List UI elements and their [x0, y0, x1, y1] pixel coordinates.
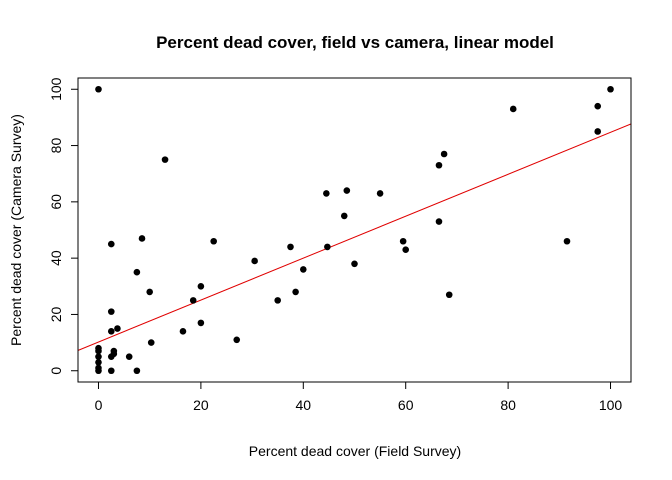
data-point: [435, 218, 443, 225]
data-point: [107, 328, 115, 335]
data-point: [161, 156, 169, 163]
data-point: [147, 339, 155, 346]
regression-line: [78, 123, 631, 351]
data-point: [189, 297, 197, 304]
data-point: [197, 282, 205, 290]
data-point: [292, 288, 299, 296]
data-point: [445, 291, 453, 299]
data-point: [323, 190, 330, 197]
x-tick-label: 100: [599, 397, 623, 413]
y-tick-label: 20: [48, 306, 64, 322]
y-tick-label: 60: [48, 194, 64, 210]
y-axis: 0 20 40 60 80 100: [48, 77, 79, 375]
data-point: [133, 367, 141, 375]
chart-title: Percent dead cover, field vs camera, lin…: [156, 33, 554, 52]
x-tick-label: 80: [500, 397, 516, 413]
data-point: [435, 161, 443, 169]
data-point: [324, 243, 331, 251]
x-tick-label: 40: [296, 397, 312, 413]
data-point: [95, 85, 102, 93]
data-point: [343, 187, 351, 194]
data-point: [146, 288, 153, 296]
data-point: [594, 128, 602, 135]
data-point: [114, 325, 121, 332]
data-point: [607, 85, 614, 93]
data-point: [402, 246, 410, 254]
x-tick-label: 0: [95, 397, 103, 413]
y-tick-label: 0: [48, 367, 64, 375]
data-point: [376, 190, 384, 197]
data-point: [287, 243, 294, 251]
data-point: [138, 235, 146, 242]
data-point: [210, 237, 217, 245]
data-point: [95, 353, 102, 360]
x-tick-label: 20: [193, 397, 209, 413]
data-point: [107, 367, 115, 375]
y-tick-label: 100: [48, 77, 64, 101]
data-point: [299, 266, 307, 273]
data-point: [399, 237, 407, 245]
data-point: [95, 347, 102, 355]
x-axis: 0 20 40 60 80 100: [95, 381, 623, 413]
data-point: [509, 105, 517, 113]
data-point: [95, 367, 102, 375]
data-point: [251, 257, 258, 265]
data-point: [179, 328, 187, 335]
y-tick-label: 40: [48, 250, 64, 266]
data-point: [107, 308, 115, 315]
data-point: [351, 260, 358, 268]
plot-frame: [77, 77, 632, 383]
data-point: [133, 268, 141, 276]
x-axis-label: Percent dead cover (Field Survey): [249, 443, 461, 459]
data-point: [95, 358, 102, 366]
data-point: [125, 353, 133, 360]
data-point: [340, 212, 348, 220]
data-point: [110, 350, 118, 358]
y-tick-label: 80: [48, 138, 64, 154]
data-point: [197, 319, 205, 327]
data-point: [440, 150, 448, 158]
y-axis-label: Percent dead cover (Camera Survey): [8, 114, 24, 346]
data-point: [274, 297, 281, 304]
data-point: [563, 237, 571, 245]
data-point: [594, 102, 602, 110]
data-point: [107, 240, 115, 248]
data-point: [233, 336, 241, 344]
x-tick-label: 60: [398, 397, 414, 413]
